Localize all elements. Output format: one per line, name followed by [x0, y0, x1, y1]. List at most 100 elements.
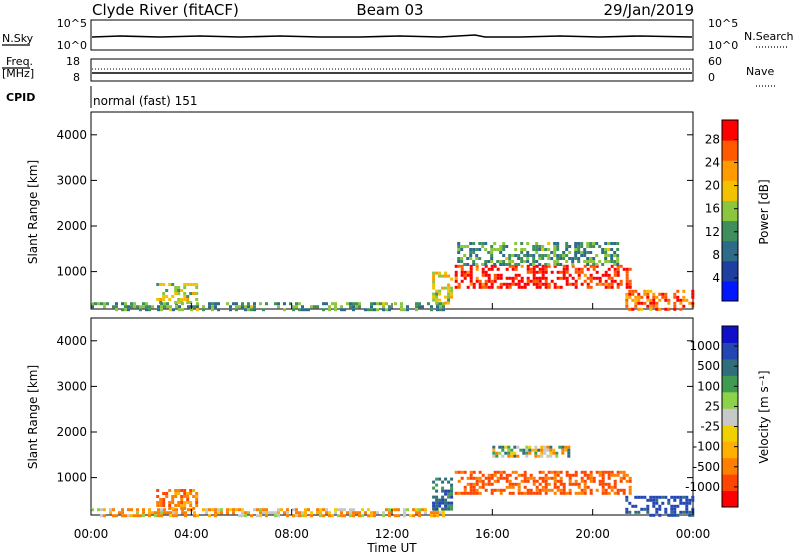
echo-cell: [472, 488, 476, 492]
echo-cell: [508, 282, 512, 286]
echo-cell: [316, 508, 319, 512]
echo-cell: [559, 470, 563, 474]
echo-cell: [562, 491, 566, 495]
echo-cell: [115, 514, 118, 518]
echo-cell: [103, 302, 106, 306]
echo-cell: [133, 305, 136, 309]
echo-cell: [670, 495, 674, 499]
echo-cell: [195, 492, 199, 495]
echo-cell: [547, 257, 551, 260]
freq-unit: [MHz]: [2, 67, 34, 80]
echo-cell: [568, 245, 572, 248]
echo-cell: [373, 308, 376, 312]
echo-cell: [283, 511, 286, 515]
echo-cell: [622, 491, 626, 495]
echo-cell: [463, 273, 467, 277]
echo-cell: [625, 298, 629, 302]
echo-cell: [166, 305, 169, 309]
echo-cell: [562, 276, 566, 280]
echo-cell: [586, 476, 590, 480]
echo-cell: [508, 485, 512, 489]
echo-cell: [643, 507, 647, 511]
echo-cell: [541, 479, 545, 483]
echo-cell: [484, 263, 488, 266]
echo-cell: [532, 482, 536, 486]
echo-cell: [604, 254, 608, 257]
echo-cell: [691, 498, 695, 502]
echo-cell: [583, 248, 587, 251]
echo-cell: [148, 308, 151, 312]
colorbar-tick-label: -500: [693, 460, 720, 474]
echo-cell: [186, 283, 190, 286]
echo-cell: [529, 279, 533, 283]
echo-cell: [505, 263, 509, 266]
echo-cell: [553, 245, 557, 248]
echo-cell: [544, 485, 548, 489]
colorbar-segment: [722, 490, 738, 508]
echo-cell: [592, 479, 596, 483]
echo-cell: [508, 276, 512, 280]
echo-cell: [162, 298, 166, 301]
echo-cell: [238, 305, 241, 309]
echo-cell: [538, 254, 542, 257]
echo-cell: [616, 260, 620, 263]
echo-cell: [574, 282, 578, 286]
echo-cell: [514, 267, 518, 271]
echo-cell: [601, 488, 605, 492]
echo-cell: [457, 260, 461, 263]
echo-cell: [526, 242, 530, 245]
echo-cell: [556, 254, 560, 257]
echo-cell: [466, 285, 470, 289]
echo-cell: [625, 498, 629, 502]
echo-cell: [438, 274, 442, 278]
echo-cell: [586, 285, 590, 289]
echo-cell: [532, 260, 536, 263]
colorbar-segment: [722, 358, 738, 376]
echo-cell: [484, 488, 488, 492]
echo-cell: [625, 279, 629, 283]
echo-cell: [565, 270, 569, 274]
echo-cell: [139, 308, 142, 312]
echo-cell: [412, 514, 415, 518]
echo-cell: [601, 248, 605, 251]
echo-cell: [607, 476, 611, 480]
echo-cell: [385, 308, 388, 312]
echo-cell: [184, 514, 187, 518]
echo-cell: [447, 298, 451, 302]
echo-cell: [180, 301, 184, 304]
echo-cell: [583, 479, 587, 483]
echo-cell: [186, 298, 190, 301]
echo-cell: [583, 264, 587, 268]
echo-cell: [475, 257, 479, 260]
echo-cell: [592, 276, 596, 280]
echo-cell: [574, 491, 578, 495]
echo-cell: [424, 511, 427, 515]
echo-cell: [595, 470, 599, 474]
echo-cell: [526, 488, 530, 492]
echo-cell: [553, 248, 557, 251]
echo-cell: [136, 305, 139, 309]
echo-cell: [493, 276, 497, 280]
echo-cell: [432, 283, 436, 287]
echo-cell: [556, 479, 560, 483]
echo-cell: [130, 302, 133, 306]
echo-cell: [553, 285, 557, 289]
echo-cell: [435, 507, 439, 511]
echo-cell: [565, 267, 569, 271]
echo-cell: [517, 282, 521, 286]
echo-cell: [373, 514, 376, 518]
echo-cell: [463, 263, 467, 266]
echo-cell: [517, 257, 521, 260]
echo-cell: [415, 308, 418, 312]
echo-cell: [607, 282, 611, 286]
echo-cell: [502, 282, 506, 286]
echo-cell: [208, 302, 211, 306]
echo-cell: [562, 267, 566, 271]
echo-cell: [481, 485, 485, 489]
echo-cell: [484, 285, 488, 289]
echo-cell: [628, 491, 632, 495]
echo-cell: [574, 251, 578, 254]
echo-cell: [142, 511, 145, 515]
echo-cell: [322, 302, 325, 306]
